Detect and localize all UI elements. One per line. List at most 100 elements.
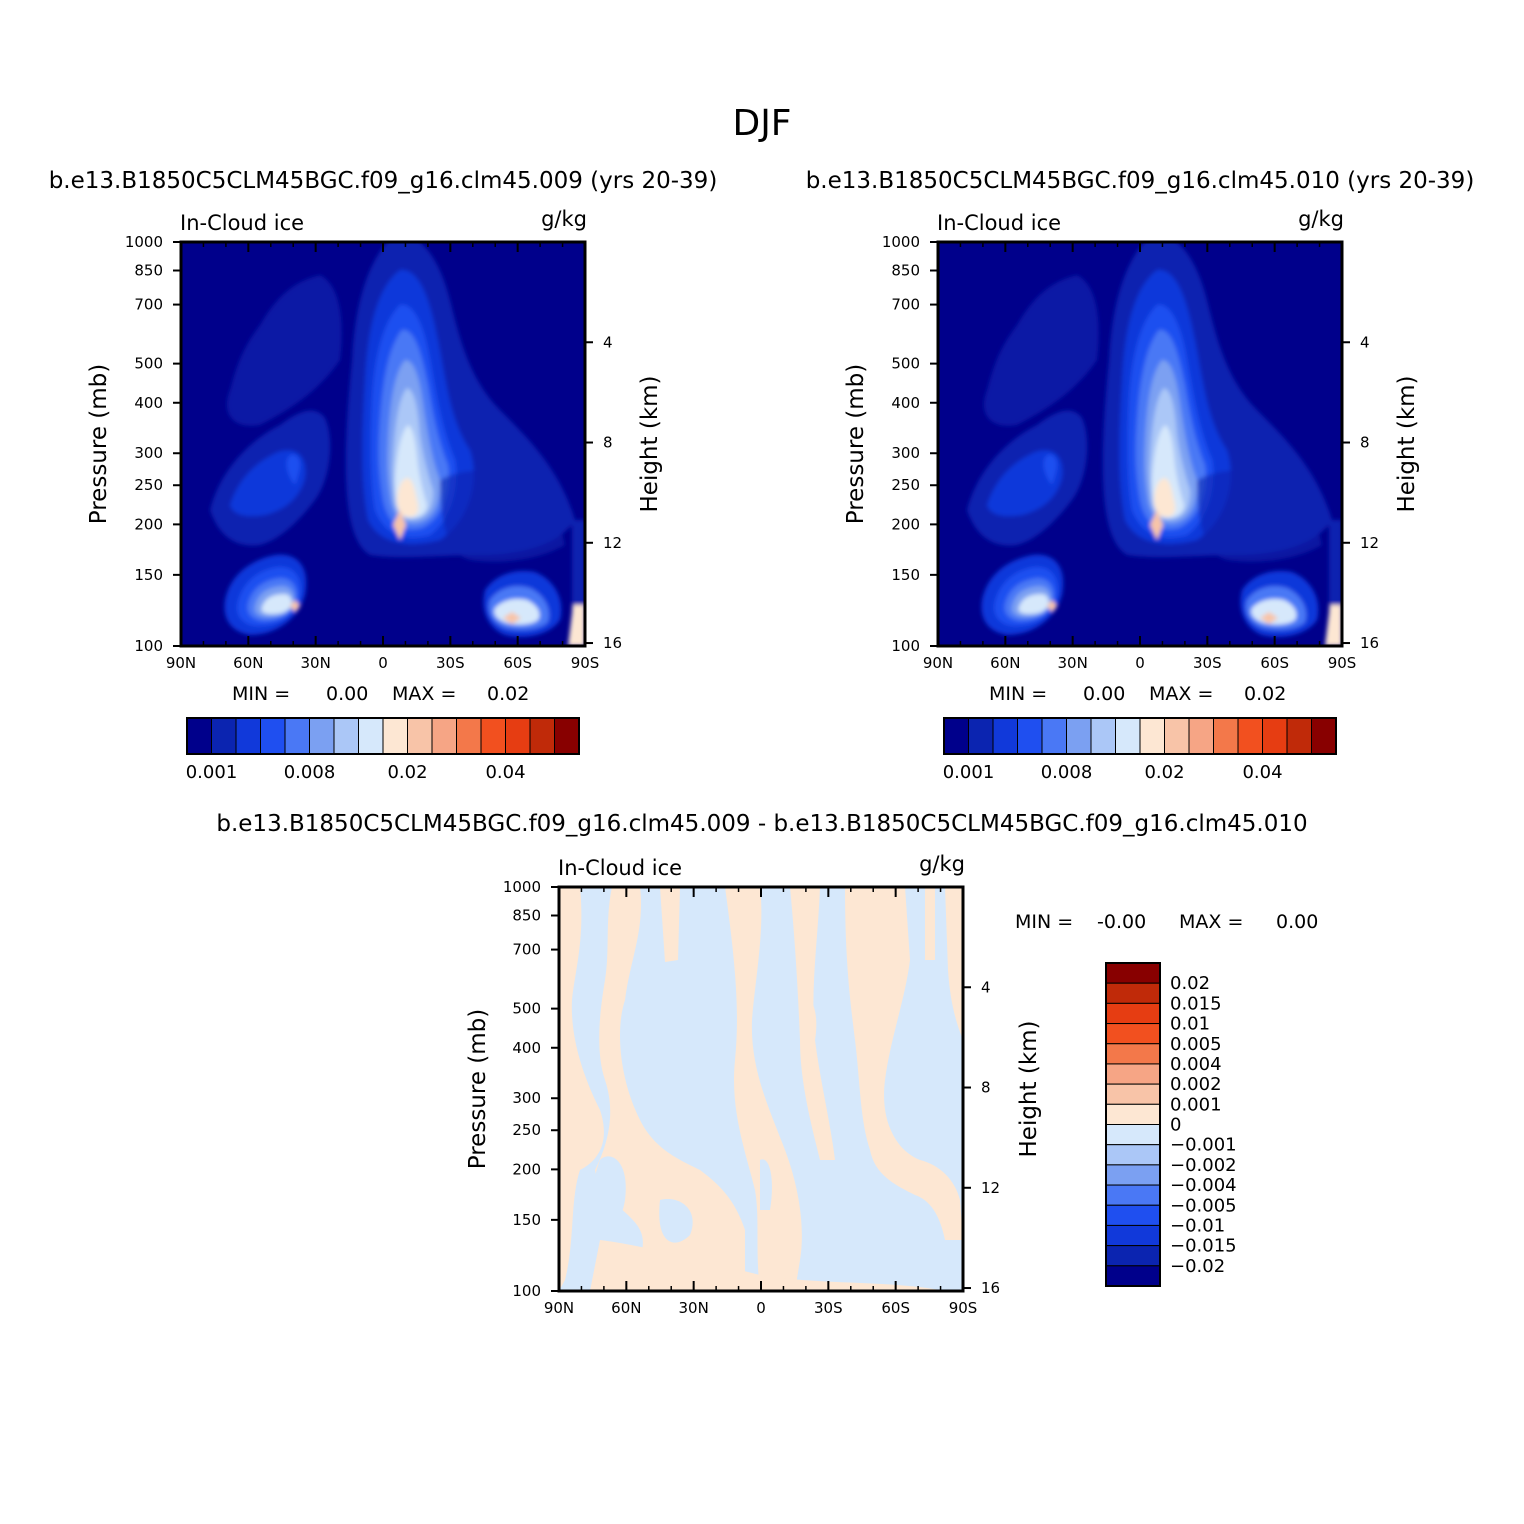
panel-left-ytick-label-6: 500 — [134, 355, 163, 373]
panel-left-colorbar-box-6 — [333, 717, 359, 755]
panel-difference-colorbar-frame — [1105, 962, 1161, 1287]
panel-difference-colorbar-box-3 — [1105, 1023, 1161, 1045]
panel-right-subtitle: b.e13.B1850C5CLM45BGC.f09_g16.clm45.010 … — [806, 168, 1475, 194]
panel-right-y2tick-label-3: 4 — [1360, 333, 1370, 351]
panel-difference-colorbar-label-9: −0.002 — [1170, 1155, 1237, 1176]
panel-left-colorbar-label-3: 0.04 — [485, 762, 525, 783]
panel-right-ytick-label-6: 500 — [891, 355, 920, 373]
panel-left-colorbar-box-12 — [480, 717, 506, 755]
panel-left-colorbar-box-1 — [211, 717, 237, 755]
panel-difference-units-label: g/kg — [919, 852, 965, 876]
panel-left-colorbar-box-10 — [431, 717, 457, 755]
panel-difference-xtick-label-1: 60N — [611, 1299, 641, 1317]
panel-difference-xtick-label-4: 30S — [814, 1299, 843, 1317]
panel-difference-colorbar-label-13: −0.015 — [1170, 1236, 1237, 1257]
panel-difference-colorbar: 0.020.0150.010.0050.0040.0020.0010−0.001… — [1105, 962, 1237, 1287]
panel-difference-y2tick-label-3: 4 — [981, 978, 991, 996]
panel-right-y2tick-label-0: 16 — [1360, 634, 1379, 652]
panel-left-xtick-label-3: 0 — [378, 654, 388, 672]
panel-left-ytick-label-8: 850 — [134, 262, 163, 280]
panel-right-colorbar-frame — [943, 717, 1337, 755]
panel-right-colorbar-box-5 — [1066, 717, 1092, 755]
panel-difference-ytick-label-4: 300 — [512, 1089, 541, 1107]
panel-left-xtick-label-2: 30N — [301, 654, 331, 672]
panel-left-ytick-label-0: 100 — [134, 637, 163, 655]
panel-right-xtick-label-5: 60S — [1260, 654, 1289, 672]
panel-left-colorbar-box-3 — [260, 717, 286, 755]
panel-left-xtick-label-0: 90N — [166, 654, 196, 672]
panel-left-min-value: 0.00 — [326, 683, 368, 705]
panel-right-colorbar-box-14 — [1286, 717, 1312, 755]
panel-difference-colorbar-label-7: 0 — [1170, 1115, 1181, 1136]
panel-difference-ytick-label-9: 1000 — [503, 878, 541, 896]
panel-difference-variable-label: In-Cloud ice — [558, 856, 682, 880]
panel-difference-colorbar-label-14: −0.02 — [1170, 1256, 1225, 1277]
panel-right-colorbar-label-3: 0.04 — [1242, 762, 1282, 783]
panel-right-colorbar-box-6 — [1090, 717, 1116, 755]
panel-left-xtick-label-4: 30S — [436, 654, 465, 672]
panel-right-ytick-label-4: 300 — [891, 444, 920, 462]
panel-difference-colorbar-label-1: 0.015 — [1170, 993, 1222, 1014]
panel-right-y2tick-label-1: 12 — [1360, 534, 1379, 552]
panel-difference-ytick-label-7: 700 — [512, 941, 541, 959]
panel-left-colorbar-label-0: 0.001 — [186, 762, 238, 783]
panel-left-y2tick-label-2: 8 — [603, 434, 613, 452]
panel-right-colorbar-box-7 — [1115, 717, 1141, 755]
panel-difference-contour-field — [559, 887, 963, 1291]
panel-right-min-label: MIN = — [989, 683, 1047, 705]
panel-left-max-label: MAX = — [392, 683, 456, 705]
panel-difference-colorbar-box-15 — [1105, 1265, 1161, 1287]
panel-right-colorbar-box-0 — [943, 717, 969, 755]
panel-difference-colorbar-box-10 — [1105, 1164, 1161, 1186]
panel-right-units-label: g/kg — [1298, 207, 1344, 231]
panel-right-colorbar-label-1: 0.008 — [1041, 762, 1093, 783]
panel-left-colorbar-box-5 — [309, 717, 335, 755]
panel-left-y2tick-label-1: 12 — [603, 534, 622, 552]
panel-left-variable-label: In-Cloud ice — [180, 211, 304, 235]
panel-difference-y2tick-label-1: 12 — [981, 1179, 1000, 1197]
panel-left-contour-field — [181, 242, 585, 646]
panel-difference-ytick-label-8: 850 — [512, 907, 541, 925]
panel-difference-colorbar-box-5 — [1105, 1063, 1161, 1085]
panel-right-colorbar-box-3 — [1017, 717, 1043, 755]
panel-difference-y2tick-label-2: 8 — [981, 1079, 991, 1097]
panel-left-units-label: g/kg — [541, 207, 587, 231]
panel-difference-xtick-label-6: 90S — [949, 1299, 978, 1317]
panel-left-colorbar-box-4 — [284, 717, 310, 755]
panel-right-ytick-label-3: 250 — [891, 476, 920, 494]
panel-right-xtick-label-6: 90S — [1328, 654, 1357, 672]
panel-difference-y2label: Height (km) — [1016, 1020, 1042, 1157]
panel-difference-y2tick-label-0: 16 — [981, 1279, 1000, 1297]
panel-difference-colorbar-label-11: −0.005 — [1170, 1195, 1237, 1216]
panel-difference-colorbar-label-4: 0.004 — [1170, 1054, 1222, 1075]
panel-difference-ytick-label-0: 100 — [512, 1282, 541, 1300]
panel-right-ytick-label-7: 700 — [891, 296, 920, 314]
panel-left-ytick-label-3: 250 — [134, 476, 163, 494]
panel-right-ytick-label-5: 400 — [891, 394, 920, 412]
panel-right-colorbar-box-2 — [992, 717, 1018, 755]
panel-left-colorbar: 0.001 0.008 0.02 0.04 — [186, 717, 580, 783]
panel-right-ytick-label-0: 100 — [891, 637, 920, 655]
panel-right-y2tick-label-2: 8 — [1360, 434, 1370, 452]
panel-difference-ytick-label-5: 400 — [512, 1039, 541, 1057]
panel-right: b.e13.B1850C5CLM45BGC.f09_g16.clm45.010 … — [806, 168, 1475, 783]
panel-difference-colorbar-box-0 — [1105, 962, 1161, 984]
panel-difference-min-label: MIN = — [1015, 911, 1073, 933]
panel-right-colorbar-box-10 — [1188, 717, 1214, 755]
panel-right-min-value: 0.00 — [1083, 683, 1125, 705]
panel-difference-min-value: -0.00 — [1097, 911, 1146, 933]
panel-right-xtick-label-0: 90N — [923, 654, 953, 672]
panel-left-colorbar-box-9 — [407, 717, 433, 755]
panel-left-colorbar-box-0 — [186, 717, 212, 755]
panel-right-xtick-label-3: 0 — [1135, 654, 1145, 672]
panel-difference-colorbar-box-6 — [1105, 1083, 1161, 1105]
panel-left-y2tick-label-3: 4 — [603, 333, 613, 351]
panel-left-colorbar-box-14 — [529, 717, 555, 755]
panel-difference-colorbar-box-9 — [1105, 1144, 1161, 1166]
panel-right-colorbar-box-4 — [1041, 717, 1067, 755]
panel-right-variable-label: In-Cloud ice — [937, 211, 1061, 235]
panel-left-colorbar-label-2: 0.02 — [387, 762, 427, 783]
panel-right-colorbar-box-12 — [1237, 717, 1263, 755]
panel-difference-max-label: MAX = — [1179, 911, 1243, 933]
